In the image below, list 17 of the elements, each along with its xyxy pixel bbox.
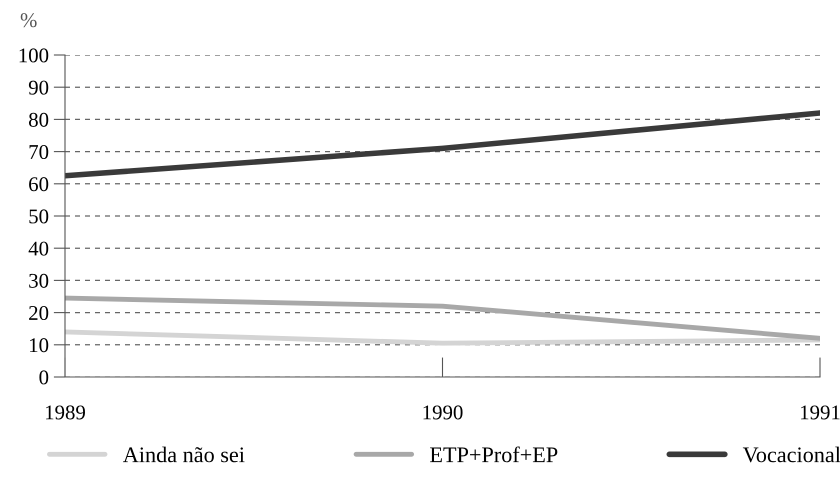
y-tick-label: 50 xyxy=(29,209,48,224)
y-tick-label: 80 xyxy=(28,112,48,127)
y-tick-label: 90 xyxy=(28,80,48,95)
x-tick-label: 1990 xyxy=(424,405,463,420)
legend-label: ETP+Prof+EP xyxy=(430,446,558,462)
y-tick-label: 60 xyxy=(29,177,48,192)
x-tick-label: 1989 xyxy=(46,405,85,420)
y-tick-label: 70 xyxy=(30,144,48,160)
x-tick-label: 1991 xyxy=(801,405,840,420)
y-tick-label: 0 xyxy=(39,370,48,384)
y-tick-label: 100 xyxy=(20,48,48,62)
y-tick-label: 30 xyxy=(29,274,48,288)
y-tick-label: 20 xyxy=(29,306,48,320)
legend-label: Ainda não sei xyxy=(123,446,245,462)
y-axis-title: % xyxy=(20,13,37,28)
y-tick-label: 40 xyxy=(28,242,48,256)
y-tick-label: 10 xyxy=(30,338,48,352)
